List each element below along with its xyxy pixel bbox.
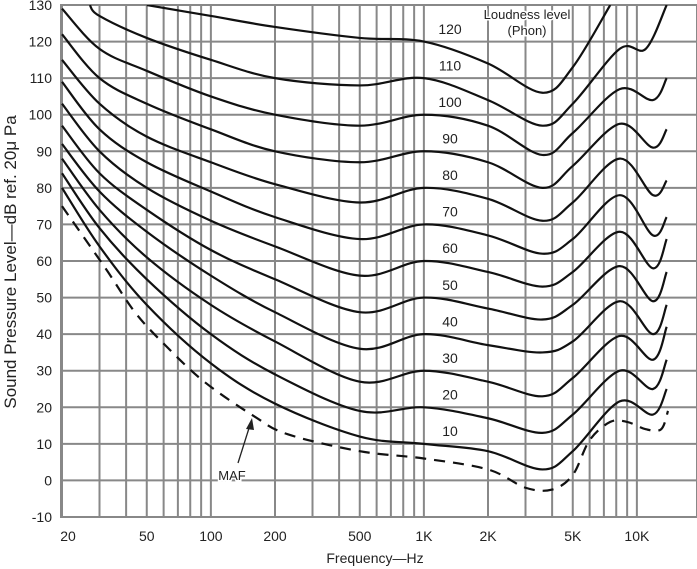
y-tick-label: 20	[36, 399, 52, 415]
y-tick-label: 110	[30, 70, 53, 86]
curve-label-30: 30	[442, 350, 458, 366]
loudness-curve-20-phon	[61, 172, 668, 434]
x-tick-label: 50	[139, 528, 155, 544]
loudness-curve-110-phon	[88, 5, 668, 127]
x-tick-label: 500	[348, 528, 372, 544]
maf-annotation: MAF	[218, 468, 246, 483]
y-tick-label: -10	[32, 509, 52, 525]
curve-label-60: 60	[442, 240, 458, 256]
curve-label-20: 20	[442, 386, 458, 402]
x-axis-label: Frequency—Hz	[326, 550, 423, 566]
y-tick-label: 100	[29, 107, 53, 123]
loudness-curve-100-phon	[61, 7, 668, 157]
y-tick-label: 80	[36, 180, 52, 196]
curve-label-40: 40	[442, 313, 458, 329]
y-tick-label: 120	[29, 34, 53, 50]
x-tick-label: 10K	[624, 528, 650, 544]
curve-label-110: 110	[439, 57, 462, 73]
curve-label-50: 50	[442, 277, 458, 293]
y-tick-label: 60	[36, 253, 52, 269]
x-tick-label: 100	[199, 528, 223, 544]
loudness-curve-70-phon	[61, 81, 668, 255]
x-tick-label: 200	[263, 528, 287, 544]
loudness-curve-120-phon	[146, 5, 612, 94]
loudness-curve-10-phon	[61, 187, 668, 471]
curve-label-80: 80	[442, 167, 458, 183]
y-tick-label: 50	[36, 290, 52, 306]
x-tick-labels: 20 50 100 200 500 1K 2K 5K 10K	[60, 528, 650, 544]
curve-label-10: 10	[442, 423, 458, 439]
loudness-curve-40-phon	[61, 143, 668, 354]
curve-label-70: 70	[442, 204, 458, 220]
maf-arrow	[237, 418, 254, 464]
loudness-curve-30-phon	[61, 157, 668, 398]
y-tick-label: 70	[36, 216, 52, 232]
grid	[60, 4, 697, 518]
legend-title: Loudness level	[484, 7, 571, 22]
y-tick-label: 40	[36, 326, 52, 342]
y-tick-label: 10	[36, 436, 52, 452]
loudness-curve-60-phon	[61, 103, 668, 288]
y-tick-label: 0	[44, 472, 52, 488]
y-tick-label: 130	[29, 0, 53, 13]
y-axis-label: Sound Pressure Level—dB ref. 20μ Pa	[1, 115, 20, 409]
y-tick-label: 30	[36, 363, 52, 379]
loudness-curve-80-phon	[61, 59, 668, 222]
y-tick-labels: -10 0 10 20 30 40 50 60 70 80 90 100 110 120 130	[29, 0, 53, 525]
x-tick-label: 2K	[479, 528, 497, 544]
x-tick-label: 1K	[415, 528, 433, 544]
curve-label-100: 100	[438, 94, 462, 110]
curve-labels: 10 20 30 40 50 60 70 80 90 100 110 120	[436, 19, 464, 441]
curve-label-90: 90	[442, 130, 458, 146]
legend-subtitle: (Phon)	[507, 23, 546, 38]
maf-threshold-curve	[61, 205, 670, 492]
curve-label-120: 120	[438, 21, 462, 37]
loudness-curves	[61, 5, 670, 492]
y-tick-label: 90	[36, 143, 52, 159]
x-tick-label: 20	[60, 528, 76, 544]
x-tick-label: 5K	[564, 528, 582, 544]
loudness-curve-90-phon	[61, 33, 668, 189]
loudness-curve-50-phon	[61, 125, 668, 321]
